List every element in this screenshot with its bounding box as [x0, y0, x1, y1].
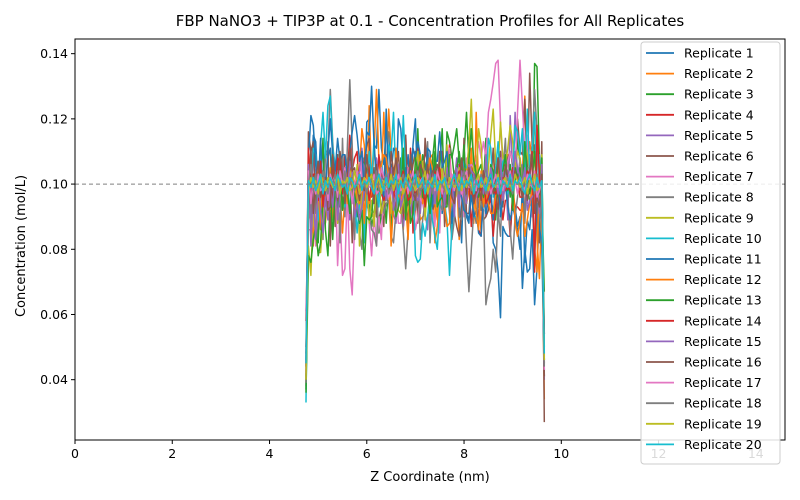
- x-tick-label: 2: [168, 446, 176, 461]
- legend-label: Replicate 6: [684, 149, 754, 164]
- legend-label: Replicate 4: [684, 107, 754, 122]
- legend-label: Replicate 8: [684, 190, 754, 205]
- legend-label: Replicate 12: [684, 272, 762, 287]
- x-tick-label: 6: [363, 446, 371, 461]
- legend-label: Replicate 15: [684, 334, 762, 349]
- legend-label: Replicate 3: [684, 87, 754, 102]
- y-tick-label: 0.08: [40, 242, 68, 257]
- legend-label: Replicate 18: [684, 396, 762, 411]
- legend-label: Replicate 16: [684, 355, 762, 370]
- y-tick-label: 0.04: [40, 372, 68, 387]
- x-tick-label: 4: [266, 446, 274, 461]
- legend-label: Replicate 10: [684, 231, 762, 246]
- axes-frame: [74, 38, 786, 441]
- legend: Replicate 1 Replicate 2 Replicate 3 Replica…: [640, 41, 781, 465]
- legend-label: Replicate 9: [684, 210, 754, 225]
- legend-label: Replicate 1: [684, 46, 754, 61]
- legend-label: Replicate 11: [684, 252, 762, 267]
- chart-title: FBP NaNO3 + TIP3P at 0.1 - Concentration…: [176, 12, 685, 30]
- y-tick-label: 0.12: [40, 111, 68, 126]
- legend-label: Replicate 14: [684, 313, 762, 328]
- legend-label: Replicate 19: [684, 416, 762, 431]
- y-tick-label: 0.06: [40, 307, 68, 322]
- legend-label: Replicate 20: [684, 437, 762, 452]
- plot-area: [305, 59, 546, 423]
- legend-label: Replicate 13: [684, 293, 762, 308]
- x-axis-label: Z Coordinate (nm): [370, 470, 489, 485]
- series-line-replicate-19: [305, 170, 546, 380]
- x-tick-label: 8: [460, 446, 468, 461]
- y-axis: 0.04 0.06 0.08 0.10 0.12 0.14: [40, 46, 75, 387]
- legend-label: Replicate 7: [684, 169, 754, 184]
- y-tick-label: 0.14: [40, 46, 68, 61]
- legend-label: Replicate 2: [684, 66, 754, 81]
- legend-box: [640, 41, 781, 465]
- y-axis-label: Concentration (mol/L): [14, 175, 29, 317]
- series-line-replicate-20: [305, 173, 546, 364]
- series-layer: [305, 59, 546, 423]
- legend-label: Replicate 17: [684, 375, 762, 390]
- x-tick-label: 0: [71, 446, 79, 461]
- legend-label: Replicate 5: [684, 128, 754, 143]
- y-tick-label: 0.10: [40, 177, 68, 192]
- x-tick-label: 10: [553, 446, 569, 461]
